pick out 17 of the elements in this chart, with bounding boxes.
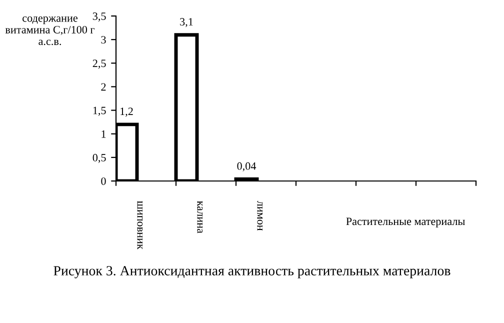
data-label: 1,2 bbox=[120, 108, 133, 117]
x-axis-title: Растительные материалы bbox=[346, 218, 465, 228]
y-tick-label: 2,5 bbox=[92, 60, 106, 69]
text: Рисунок 3. Антиоксидантная активность растительных материалов bbox=[54, 266, 450, 278]
data-label: 3,1 bbox=[180, 18, 193, 28]
x-tick-label: шиповник bbox=[137, 200, 143, 250]
y-tick-label: 1,5 bbox=[93, 106, 106, 116]
data-label: 0,04 bbox=[237, 162, 256, 172]
y-tick-label: 3 bbox=[101, 36, 106, 44]
y-axis-title: содержание витамина С,г/100 г а.с.в. bbox=[5, 16, 95, 46]
y-tick-label: 1 bbox=[102, 130, 106, 138]
y-tick-label: 0,5 bbox=[92, 154, 106, 163]
y-tick-label: 0 bbox=[101, 177, 106, 185]
x-tick-label: калина bbox=[197, 201, 203, 234]
x-tick-label: лимон bbox=[257, 200, 263, 231]
y-tick-label: 3,5 bbox=[92, 12, 106, 22]
y-tick-label: 2 bbox=[101, 83, 106, 91]
